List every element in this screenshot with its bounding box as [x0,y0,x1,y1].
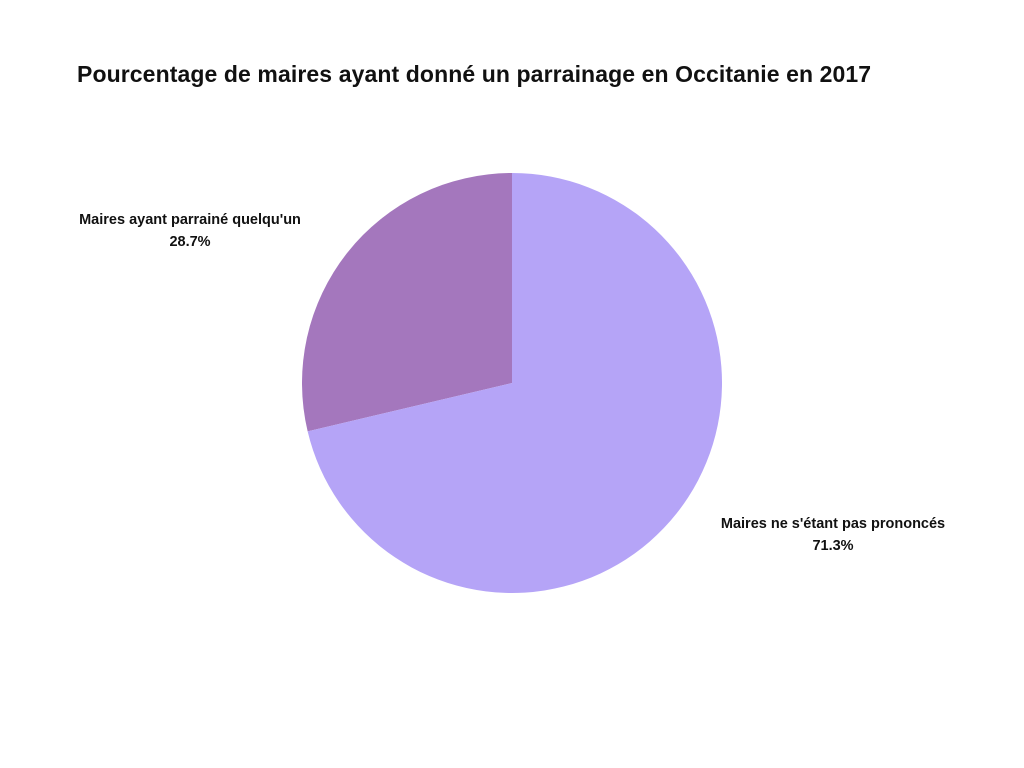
slice-label-parraine: Maires ayant parrainé quelqu'un 28.7% [45,209,335,253]
slice-label-parraine-name: Maires ayant parrainé quelqu'un [79,212,301,228]
chart-title: Pourcentage de maires ayant donné un par… [77,61,872,87]
slice-label-non-prononces-value: 71.3% [812,538,854,554]
slice-label-non-prononces: Maires ne s'étant pas prononcés 71.3% [688,513,978,557]
slice-label-parraine-value: 28.7% [169,234,211,250]
pie-slice-non-prononces [307,173,723,593]
slice-label-non-prononces-name: Maires ne s'étant pas prononcés [720,516,946,532]
pie-slice-parraine [302,173,512,432]
